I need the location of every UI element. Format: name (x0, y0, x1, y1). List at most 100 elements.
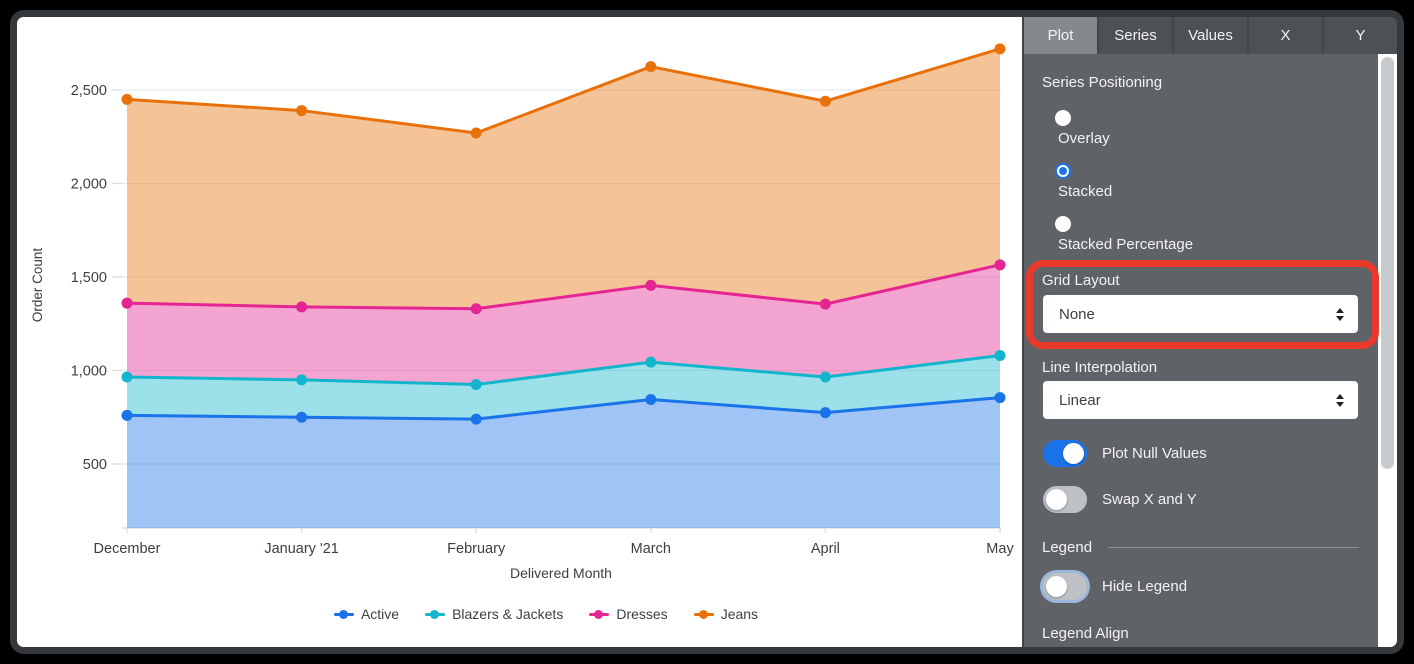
data-point[interactable] (645, 356, 657, 368)
area-band-Active (127, 397, 1000, 528)
data-point[interactable] (470, 127, 482, 139)
x-tick-label: January '21 (264, 541, 339, 557)
grid-layout-select[interactable]: None (1043, 295, 1358, 333)
x-tick-label: April (811, 541, 840, 557)
stacked-area-chart: 500 1,000 1,500 2,000 2,500 December January '… (30, 43, 1014, 581)
legend-label: Dresses (616, 606, 668, 622)
updown-arrows-icon (1336, 307, 1344, 321)
data-point[interactable] (819, 95, 831, 107)
radio-circle[interactable] (1055, 163, 1071, 179)
data-point[interactable] (121, 409, 133, 421)
plot-null-values-toggle[interactable] (1043, 440, 1087, 467)
area-band-Jeans (127, 48, 1000, 309)
data-point[interactable] (121, 371, 133, 383)
legend-section-label: Legend (1042, 539, 1093, 556)
line-interpolation-select[interactable]: Linear (1043, 381, 1358, 419)
data-point[interactable] (470, 379, 482, 391)
toggle-knob (1063, 443, 1084, 464)
updown-arrows-icon (1336, 393, 1344, 407)
data-point[interactable] (296, 105, 308, 117)
x-tick-label: February (447, 541, 506, 557)
tab-x[interactable]: X (1249, 17, 1324, 54)
series-line-Blazers & Jackets (126, 354, 1001, 387)
y-tick-label: 2,000 (71, 177, 107, 193)
panel-scrollbar[interactable] (1378, 54, 1397, 647)
legend-item-Active[interactable]: Active (333, 606, 400, 622)
series-line-Active (126, 396, 1001, 421)
data-point[interactable] (645, 61, 657, 73)
tab-values[interactable]: Values (1174, 17, 1249, 54)
area-band-Blazers & Jackets (127, 355, 1000, 420)
toggle-knob (1046, 489, 1067, 510)
line-interpolation-label: Line Interpolation (1042, 359, 1158, 376)
scrollbar-thumb[interactable] (1381, 57, 1394, 469)
plot-null-values-row: Plot Null Values (1043, 440, 1207, 467)
radio-overlay[interactable]: Overlay (1055, 110, 1110, 147)
data-point[interactable] (121, 297, 133, 309)
series-line-Jeans (126, 47, 1001, 135)
data-point[interactable] (819, 371, 831, 383)
hide-legend-row: Hide Legend (1043, 573, 1187, 600)
y-tick-label: 500 (83, 457, 107, 473)
series-line-Dresses (126, 263, 1001, 311)
grid-layout-label: Grid Layout (1042, 272, 1120, 289)
data-point[interactable] (470, 413, 482, 425)
data-point[interactable] (121, 93, 133, 105)
series-positioning-label: Series Positioning (1042, 74, 1163, 91)
radio-circle[interactable] (1055, 216, 1071, 232)
legend-item-Blazers & Jackets[interactable]: Blazers & Jackets (425, 606, 563, 622)
plot-null-values-label: Plot Null Values (1102, 445, 1207, 462)
radio-stacked[interactable]: Stacked (1055, 163, 1112, 200)
x-tick-label: May (986, 541, 1014, 557)
y-axis-title: Order Count (30, 248, 45, 323)
swap-x-y-toggle[interactable] (1043, 486, 1087, 513)
tab-y[interactable]: Y (1324, 17, 1397, 54)
legend-marker-icon (425, 608, 446, 621)
area-band-Dresses (127, 264, 1000, 385)
settings-panel: Plot Series Values X Y Series Positionin… (1022, 17, 1397, 647)
data-point[interactable] (994, 43, 1006, 55)
legend-label: Blazers & Jackets (452, 606, 564, 622)
data-point[interactable] (645, 393, 657, 405)
y-tick-label: 1,000 (71, 364, 107, 380)
hide-legend-toggle[interactable] (1043, 573, 1087, 600)
radio-label: Overlay (1058, 130, 1110, 147)
legend-label: Active (360, 606, 400, 622)
radio-label: Stacked Percentage (1058, 236, 1194, 253)
legend-marker-icon (589, 608, 610, 621)
data-point[interactable] (994, 392, 1006, 404)
data-point[interactable] (819, 407, 831, 419)
data-point[interactable] (296, 374, 308, 386)
y-tick-label: 1,500 (71, 270, 107, 286)
radio-label: Stacked (1058, 183, 1113, 200)
swap-x-y-label: Swap X and Y (1102, 491, 1197, 508)
chart-legend: Active Blazers & Jackets Dresses Jeans (105, 606, 987, 622)
app-window: 500 1,000 1,500 2,000 2,500 December January '… (10, 10, 1404, 654)
legend-item-Jeans[interactable]: Jeans (693, 606, 759, 622)
x-tick-label: March (631, 541, 671, 557)
legend-marker-icon (333, 608, 354, 621)
chart-area: 500 1,000 1,500 2,000 2,500 December January '… (17, 17, 1022, 647)
y-tick-label: 2,500 (71, 83, 107, 99)
radio-circle[interactable] (1055, 110, 1071, 126)
x-tick-label: December (94, 541, 161, 557)
toggle-knob (1046, 576, 1067, 597)
data-point[interactable] (994, 350, 1006, 362)
data-point[interactable] (645, 279, 657, 291)
legend-align-label: Legend Align (1042, 625, 1129, 642)
tab-series[interactable]: Series (1099, 17, 1174, 54)
section-divider (1108, 547, 1359, 548)
legend-label: Jeans (720, 606, 759, 622)
data-point[interactable] (819, 298, 831, 310)
data-point[interactable] (296, 411, 308, 423)
radio-stacked-percentage[interactable]: Stacked Percentage (1055, 216, 1193, 253)
data-point[interactable] (470, 303, 482, 315)
data-point[interactable] (296, 301, 308, 313)
tab-plot[interactable]: Plot (1024, 17, 1099, 54)
legend-item-Dresses[interactable]: Dresses (589, 606, 668, 622)
data-point[interactable] (994, 259, 1006, 271)
x-axis-title: Delivered Month (510, 565, 612, 581)
legend-marker-icon (693, 608, 714, 621)
legend-section-header: Legend (1042, 539, 1359, 556)
grid-layout-value: None (1059, 305, 1095, 323)
